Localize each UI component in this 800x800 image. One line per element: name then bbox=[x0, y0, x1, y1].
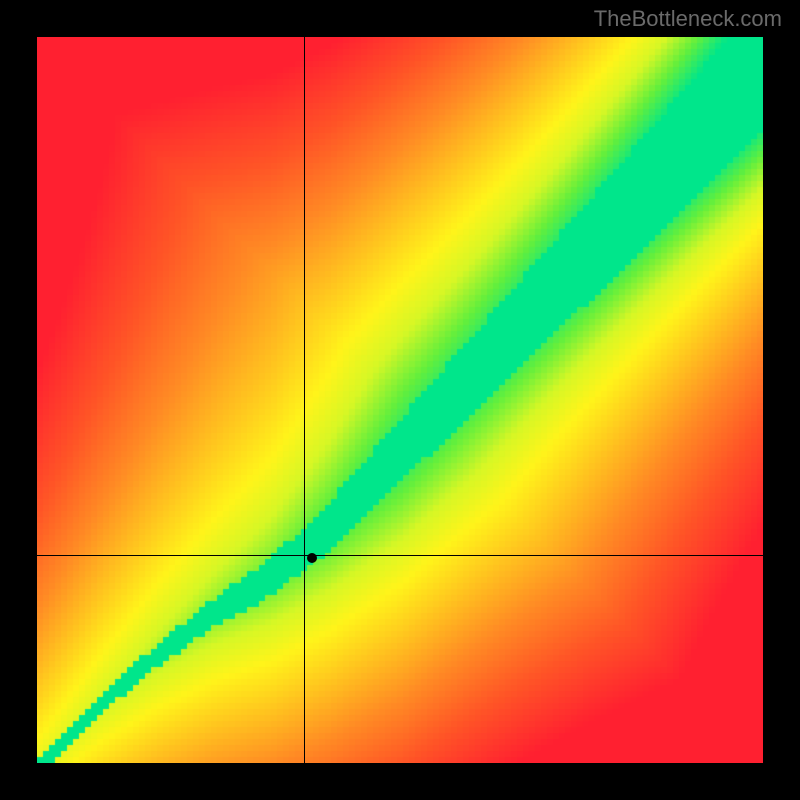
heatmap-canvas bbox=[37, 37, 763, 763]
heatmap-plot bbox=[37, 37, 763, 763]
crosshair-horizontal bbox=[37, 555, 763, 556]
watermark-text: TheBottleneck.com bbox=[594, 6, 782, 32]
crosshair-vertical bbox=[304, 37, 305, 763]
data-point-marker bbox=[307, 553, 317, 563]
